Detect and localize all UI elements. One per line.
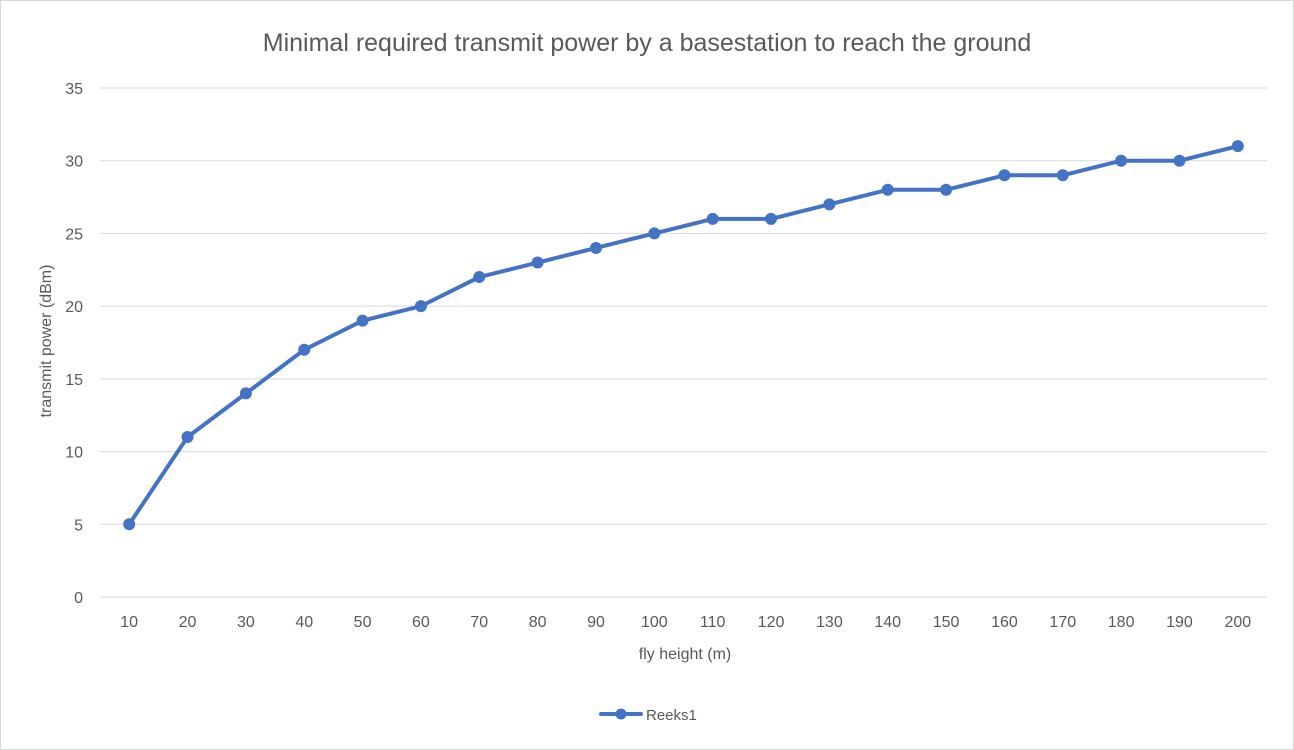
x-tick-label: 200	[1224, 614, 1251, 631]
y-tick-label: 0	[74, 590, 83, 607]
x-tick-label: 20	[179, 614, 197, 631]
legend-label: Reeks1	[646, 707, 697, 724]
x-tick-label: 120	[758, 614, 785, 631]
grid-lines	[100, 87, 1267, 598]
x-tick-label: 30	[237, 614, 255, 631]
x-axis-title: fly height (m)	[639, 646, 731, 663]
x-tick-label: 190	[1166, 614, 1193, 631]
data-point	[123, 518, 136, 531]
x-axis-ticks: 10 20 30 40 50 60 70 80 90 100 110 120 130 140 150 160 1…	[120, 614, 1251, 631]
x-tick-label: 80	[529, 614, 547, 631]
data-point	[765, 212, 778, 225]
x-tick-label: 150	[933, 614, 960, 631]
x-tick-label: 50	[354, 614, 372, 631]
x-tick-label: 100	[641, 614, 668, 631]
data-point	[998, 169, 1011, 182]
x-tick-label: 170	[1049, 614, 1076, 631]
legend: Reeks1	[599, 707, 697, 724]
x-tick-label: 60	[412, 614, 430, 631]
data-point	[589, 241, 602, 254]
y-tick-label: 15	[65, 372, 83, 389]
x-tick-label: 70	[470, 614, 488, 631]
y-tick-label: 5	[74, 517, 83, 534]
data-point	[239, 387, 252, 400]
x-tick-label: 140	[874, 614, 901, 631]
data-point	[1115, 154, 1128, 167]
y-axis-ticks: 0 5 10 15 20 25 30 35	[65, 81, 83, 607]
data-point	[1056, 169, 1069, 182]
y-tick-label: 30	[65, 154, 83, 171]
series-layer	[123, 140, 1244, 531]
data-point	[414, 300, 427, 313]
data-point	[940, 183, 953, 196]
legend-marker	[615, 708, 627, 720]
x-tick-label: 110	[700, 614, 726, 631]
x-tick-label: 10	[120, 614, 138, 631]
x-tick-label: 160	[991, 614, 1018, 631]
data-point	[181, 431, 194, 444]
data-point	[648, 227, 661, 240]
y-tick-label: 20	[65, 299, 83, 316]
x-tick-label: 90	[587, 614, 605, 631]
data-point	[298, 343, 311, 356]
data-point	[881, 183, 894, 196]
data-point	[473, 271, 486, 284]
chart-title: Minimal required transmit power by a bas…	[263, 29, 1031, 57]
y-tick-label: 25	[65, 226, 83, 243]
data-point	[356, 314, 369, 327]
x-tick-label: 180	[1108, 614, 1135, 631]
data-point	[823, 198, 836, 211]
data-point	[1231, 140, 1244, 153]
series-line-0	[127, 144, 1240, 527]
y-tick-label: 10	[65, 445, 83, 462]
x-tick-label: 40	[295, 614, 313, 631]
data-point	[531, 256, 544, 269]
data-point	[1173, 154, 1186, 167]
data-point	[706, 212, 719, 225]
y-tick-label: 35	[65, 81, 83, 98]
y-axis-title: transmit power (dBm)	[38, 265, 55, 418]
x-tick-label: 130	[816, 614, 843, 631]
